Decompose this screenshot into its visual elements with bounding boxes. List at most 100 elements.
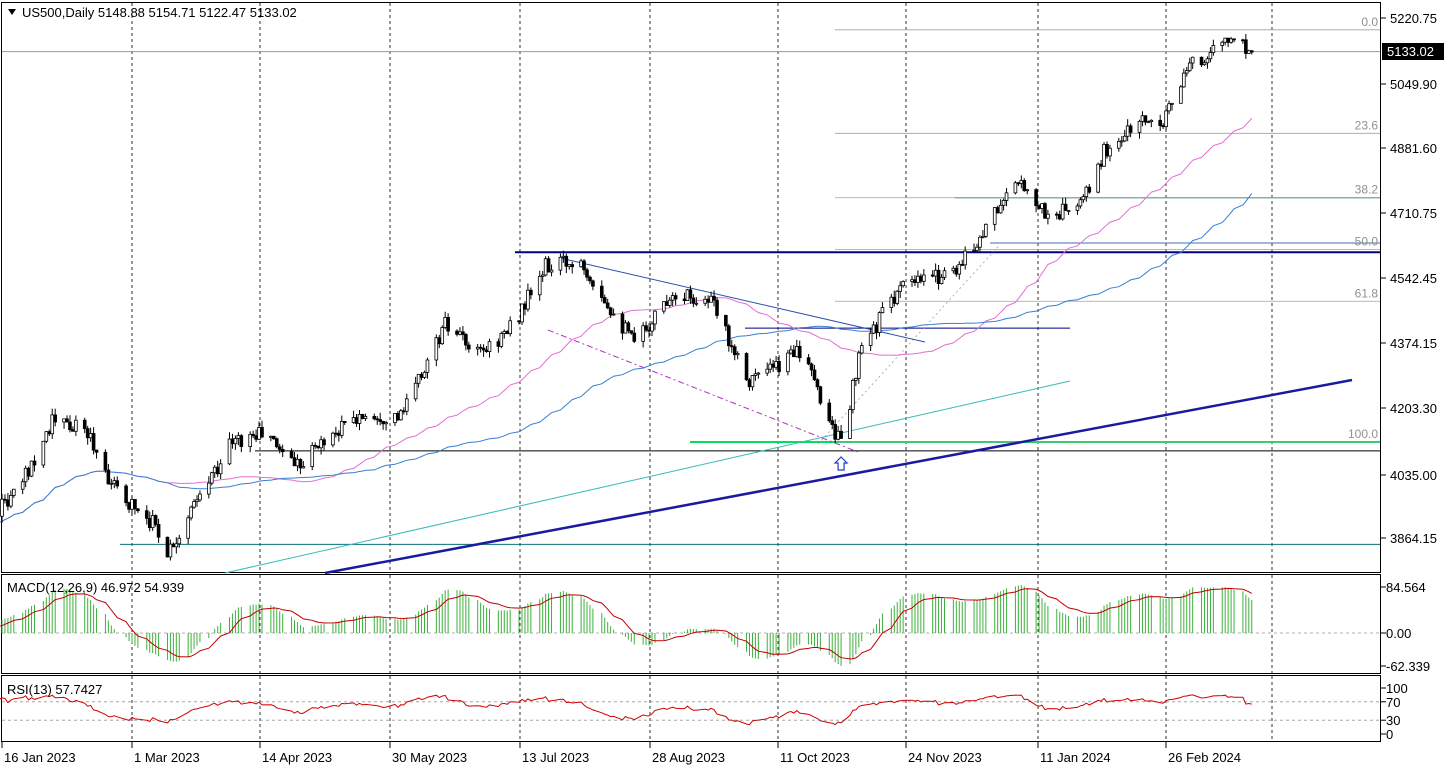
candle-body [1184,70,1189,74]
candle-body [526,289,530,310]
macd-tick-label: 84.564 [1386,580,1426,595]
candle-body [1122,135,1127,142]
candle-body [109,482,114,485]
price-axis: 5220.75 5049.90 4881.60 4710.75 4542.45 4374.… [1381,11,1437,546]
rsi-label: RSI(13) 57.7427 [7,682,102,697]
candle-body [549,269,554,273]
candle-body [922,274,926,282]
price-tick-label: 4203.30 [1390,401,1437,416]
candle-body [1022,180,1027,192]
candle-body [605,302,610,309]
candle-body [236,435,241,439]
candle-body [889,296,894,308]
candle-body [1078,199,1083,207]
candle-body [455,330,459,335]
candle-body [1117,140,1121,149]
candle-body [641,325,645,342]
candle-body [871,324,876,334]
candle-body [611,313,616,316]
candle-body [756,372,761,375]
candle-body [1220,41,1225,46]
candle-body [1161,125,1165,128]
candle-body [218,463,223,475]
candle-body [727,325,731,347]
candle-body [797,346,802,359]
candle-body [650,323,654,332]
candle-body [212,466,217,474]
candle-body [995,207,1000,214]
menu-triangle-icon[interactable] [8,9,16,15]
candle-body [402,410,406,413]
candle-body [68,421,72,431]
candle-body [664,301,669,306]
candle-body [585,269,589,278]
candle-body [254,435,258,440]
candle-body [1060,203,1065,220]
candle-body [963,250,967,266]
candle-body [168,543,173,558]
moving-averages [0,117,1253,523]
candle-body [629,330,634,334]
candle-body [130,499,134,510]
time-tick-label: 16 Jan 2023 [4,750,76,765]
candle-body [632,332,637,342]
rsi-pane-frame [1,675,1381,742]
candle-body [207,482,211,495]
candle-body [954,267,959,275]
candle-body [750,375,755,388]
candle-body [1034,189,1038,207]
candle-body [47,431,52,435]
candle-body [88,433,93,439]
candle-body [461,331,465,335]
candle-body [399,410,403,421]
candle-body [280,449,285,453]
candle-body [827,402,832,422]
candle-body [1119,140,1124,143]
candle-body [626,322,631,332]
candle-body [150,515,155,529]
candle-body [874,324,879,334]
candle-body [1146,121,1151,124]
candle-body [602,297,607,304]
candle-body [735,353,740,356]
candle-body [505,331,510,335]
current-price-label: 5133.02 [1387,44,1434,59]
candle-body [806,357,811,365]
candle-body [82,419,87,430]
candle-body [724,315,728,327]
macd-signal-line [0,587,1253,660]
candle-body [481,347,486,351]
candle-body [892,296,897,304]
candle-body [694,302,699,305]
candle-body [1128,125,1133,133]
candle-body [1137,120,1142,133]
candle-body [189,506,193,519]
candle-body [608,307,613,316]
candle-body [3,498,7,501]
candle-body [289,451,294,459]
candle-body [579,260,583,268]
candle-body [44,431,49,442]
candle-body [378,419,382,422]
candle-body [192,501,196,508]
candle-body [933,269,938,277]
candle-body [836,430,840,440]
trend-lines [224,257,1353,575]
candle-body [685,289,690,301]
candle-body [1229,38,1233,43]
candle-body [396,413,400,421]
candle-body [729,345,734,348]
candle-body [1087,186,1092,193]
candle-body [1108,147,1112,157]
candle-body [1054,213,1059,216]
candle-body [1057,214,1062,220]
time-tick-label: 13 Jul 2023 [522,750,589,765]
moving-average-fast [0,117,1253,523]
candle-body [1102,143,1106,167]
candle-body [1063,203,1068,211]
candle-body [177,537,182,545]
candle-body [1167,103,1171,112]
candle-body [301,466,306,469]
candle-body [815,379,820,388]
